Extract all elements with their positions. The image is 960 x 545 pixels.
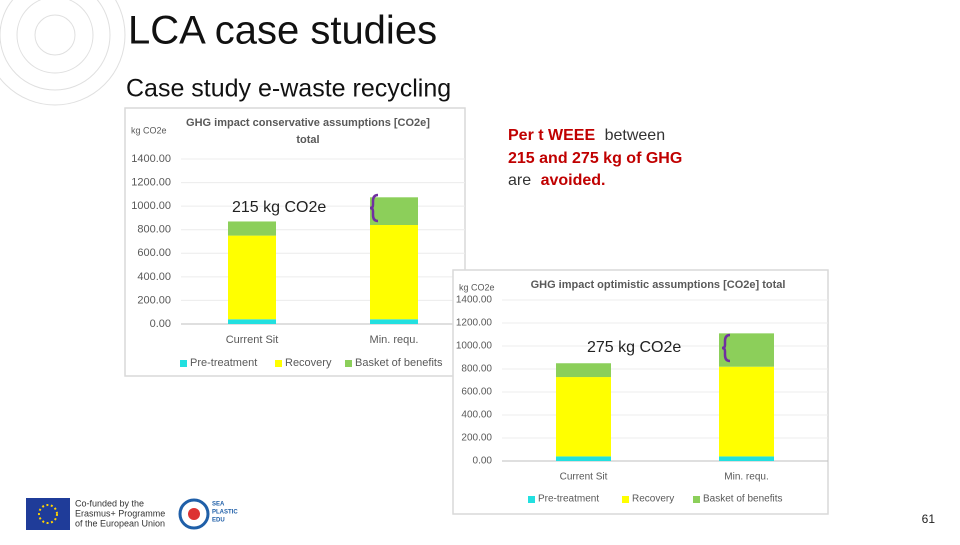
note: Per t WEEE between 215 and 275 kg of GHG… xyxy=(508,127,687,189)
bar-segment xyxy=(370,225,418,320)
eu-logo: Co-funded by the Erasmus+ Programme of t… xyxy=(26,498,165,530)
slide-subtitle: Case study e-waste recycling xyxy=(126,75,451,103)
legend-swatch xyxy=(345,360,352,367)
bar-segment xyxy=(556,363,611,378)
note-part: 215 and 275 kg of GHG xyxy=(508,150,682,167)
x-tick-label: Min. requ. xyxy=(370,334,419,346)
legend-swatch xyxy=(275,360,282,367)
bracket xyxy=(369,193,379,223)
logo-text: Erasmus+ Programme xyxy=(75,508,165,518)
legend-label: Basket of benefits xyxy=(355,357,443,369)
y-tick-label: 800.00 xyxy=(461,364,492,375)
chart-title: total xyxy=(296,134,319,146)
annotation: 215 kg CO2e xyxy=(232,199,326,216)
note-part: Per t WEEE xyxy=(508,127,595,144)
y-tick-label: 400.00 xyxy=(461,410,492,421)
chart-title: GHG impact optimistic assumptions [CO2e]… xyxy=(531,279,786,291)
y-tick-label: 1400.00 xyxy=(456,295,493,306)
y-tick-label: 1000.00 xyxy=(456,341,493,352)
x-tick-label: Min. requ. xyxy=(724,472,768,483)
y-axis-label: kg CO2e xyxy=(459,282,495,292)
y-tick-label: 400.00 xyxy=(137,271,171,283)
project-logo: SEA PLASTIC EDU xyxy=(178,498,238,530)
x-tick-label: Current Sit xyxy=(226,334,279,346)
y-tick-label: 1200.00 xyxy=(131,176,171,188)
bar-segment xyxy=(228,319,276,324)
y-tick-label: 1200.00 xyxy=(456,318,493,329)
chart-title: GHG impact conservative assumptions [CO2… xyxy=(186,117,430,129)
logo-text: SEA xyxy=(212,502,225,508)
legend-label: Recovery xyxy=(632,494,674,505)
y-tick-label: 200.00 xyxy=(137,294,171,306)
bar-segment xyxy=(556,456,611,461)
y-tick-label: 200.00 xyxy=(461,433,492,444)
note-part: avoided. xyxy=(541,172,606,189)
legend-swatch xyxy=(693,496,700,503)
bar-segment xyxy=(370,319,418,324)
legend-swatch xyxy=(622,496,629,503)
bar-segment xyxy=(228,221,276,236)
bar-segment xyxy=(228,235,276,320)
y-tick-label: 800.00 xyxy=(137,224,171,236)
bar-segment xyxy=(719,366,774,457)
note-part: are xyxy=(508,172,531,189)
chart: GHG impact conservative assumptions [CO2… xyxy=(124,107,466,377)
legend-label: Pre-treatment xyxy=(190,357,257,369)
y-tick-label: 1400.00 xyxy=(131,153,171,165)
legend-label: Basket of benefits xyxy=(703,494,783,505)
page-number: 61 xyxy=(922,512,936,526)
note-part: between xyxy=(605,127,666,144)
logo-text: EDU xyxy=(212,518,225,524)
bracket xyxy=(721,333,731,363)
legend-label: Pre-treatment xyxy=(538,494,599,505)
seal xyxy=(0,0,126,106)
annotation: 275 kg CO2e xyxy=(587,339,681,356)
chart: GHG impact optimistic assumptions [CO2e]… xyxy=(452,269,829,515)
y-tick-label: 0.00 xyxy=(473,456,493,467)
y-tick-label: 600.00 xyxy=(461,387,492,398)
y-axis-label: kg CO2e xyxy=(131,125,167,135)
logo-text: Co-funded by the xyxy=(75,498,144,508)
bar-segment xyxy=(556,377,611,457)
logo-text: PLASTIC xyxy=(212,510,238,516)
y-tick-label: 600.00 xyxy=(137,247,171,259)
slide-title: LCA case studies xyxy=(128,9,437,53)
legend-swatch xyxy=(180,360,187,367)
legend-label: Recovery xyxy=(285,357,332,369)
legend-swatch xyxy=(528,496,535,503)
y-tick-label: 1000.00 xyxy=(131,200,171,212)
bar-segment xyxy=(719,456,774,461)
y-tick-label: 0.00 xyxy=(150,318,171,330)
logo-text: of the European Union xyxy=(75,518,165,528)
x-tick-label: Current Sit xyxy=(560,472,608,483)
